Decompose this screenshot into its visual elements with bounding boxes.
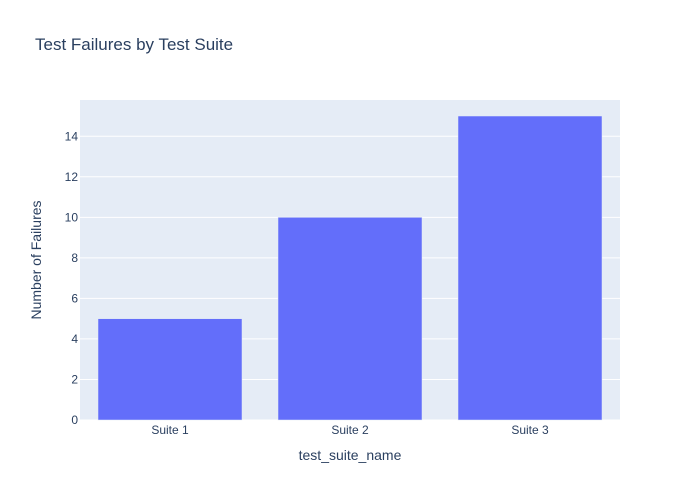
y-axis-title: Number of Failures: [28, 200, 44, 319]
chart-title: Test Failures by Test Suite: [35, 35, 233, 54]
y-tick-label: 12: [65, 170, 79, 184]
x-axis-title: test_suite_name: [299, 447, 402, 463]
y-tick-label: 2: [71, 372, 78, 386]
bar-suite-2[interactable]: [277, 217, 423, 421]
bar-suite-1[interactable]: [97, 318, 243, 421]
y-tick-label: 6: [71, 291, 78, 305]
x-tick-label: Suite 3: [511, 423, 549, 437]
x-axis-ticks: Suite 1 Suite 2 Suite 3: [151, 423, 549, 437]
bars: [97, 115, 603, 421]
x-tick-label: Suite 2: [331, 423, 369, 437]
y-tick-label: 0: [71, 413, 78, 427]
y-tick-label: 14: [65, 129, 79, 143]
bar-suite-3[interactable]: [457, 115, 603, 421]
y-tick-label: 10: [65, 210, 79, 224]
y-axis-ticks: 0 2 4 6 8 10 12 14: [65, 129, 79, 427]
y-tick-label: 4: [71, 332, 78, 346]
y-tick-label: 8: [71, 251, 78, 265]
x-tick-label: Suite 1: [151, 423, 189, 437]
